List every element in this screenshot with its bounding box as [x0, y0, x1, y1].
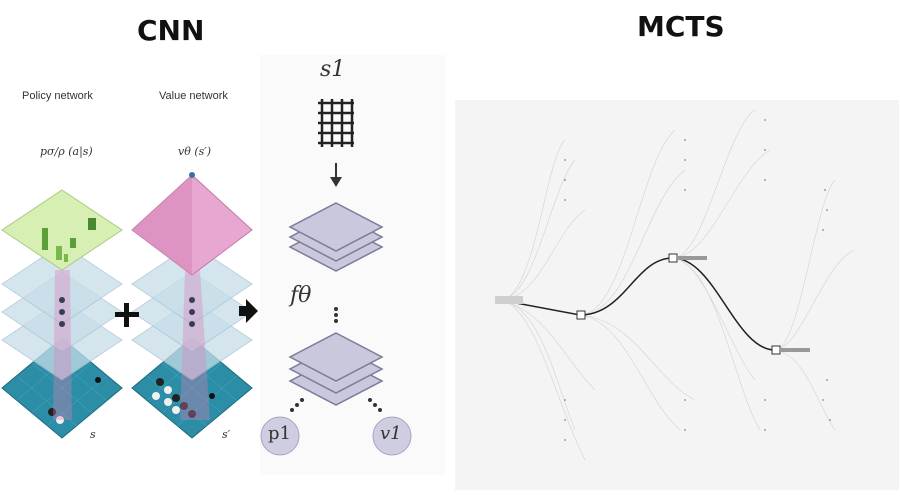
tree-node: [576, 310, 586, 320]
unified-network-panel: s1 fθ p1 v1: [260, 55, 445, 475]
value-input-label: s′: [222, 428, 231, 441]
cnn-heading: CNN: [137, 14, 205, 47]
policy-input-label: s: [90, 428, 96, 441]
function-label: fθ: [290, 283, 312, 308]
lower-net-block: [288, 332, 384, 406]
policy-output-label: pσ/ρ (a|s): [40, 145, 93, 158]
upper-net-block: [288, 202, 384, 272]
value-network-label: Value network: [159, 90, 228, 102]
cnn-stacks: [1, 172, 258, 439]
arrow-right-icon: [239, 299, 258, 323]
unified-network-graphic: [260, 99, 412, 456]
tree-node: [771, 345, 781, 355]
principal-variation-path: [499, 257, 776, 351]
policy-network-label: Policy network: [22, 90, 93, 102]
value-stack: [131, 172, 253, 439]
mcts-tree-panel: [455, 100, 899, 490]
state-label: s1: [320, 57, 346, 82]
plus-icon: [115, 303, 139, 327]
grid-icon: [318, 99, 354, 147]
mcts-tree-graphic: [495, 109, 856, 461]
policy-stack: [1, 189, 123, 439]
policy-output-node: [260, 416, 300, 456]
v1-label: v1: [380, 423, 402, 444]
value-output-node: [372, 416, 412, 456]
mcts-heading: MCTS: [637, 10, 725, 43]
policy-output-layer: [1, 189, 123, 271]
value-output-label: vθ (s′): [178, 145, 212, 158]
down-arrow-icon: [330, 163, 342, 187]
tree-node: [668, 253, 678, 263]
p1-label: p1: [268, 423, 291, 444]
